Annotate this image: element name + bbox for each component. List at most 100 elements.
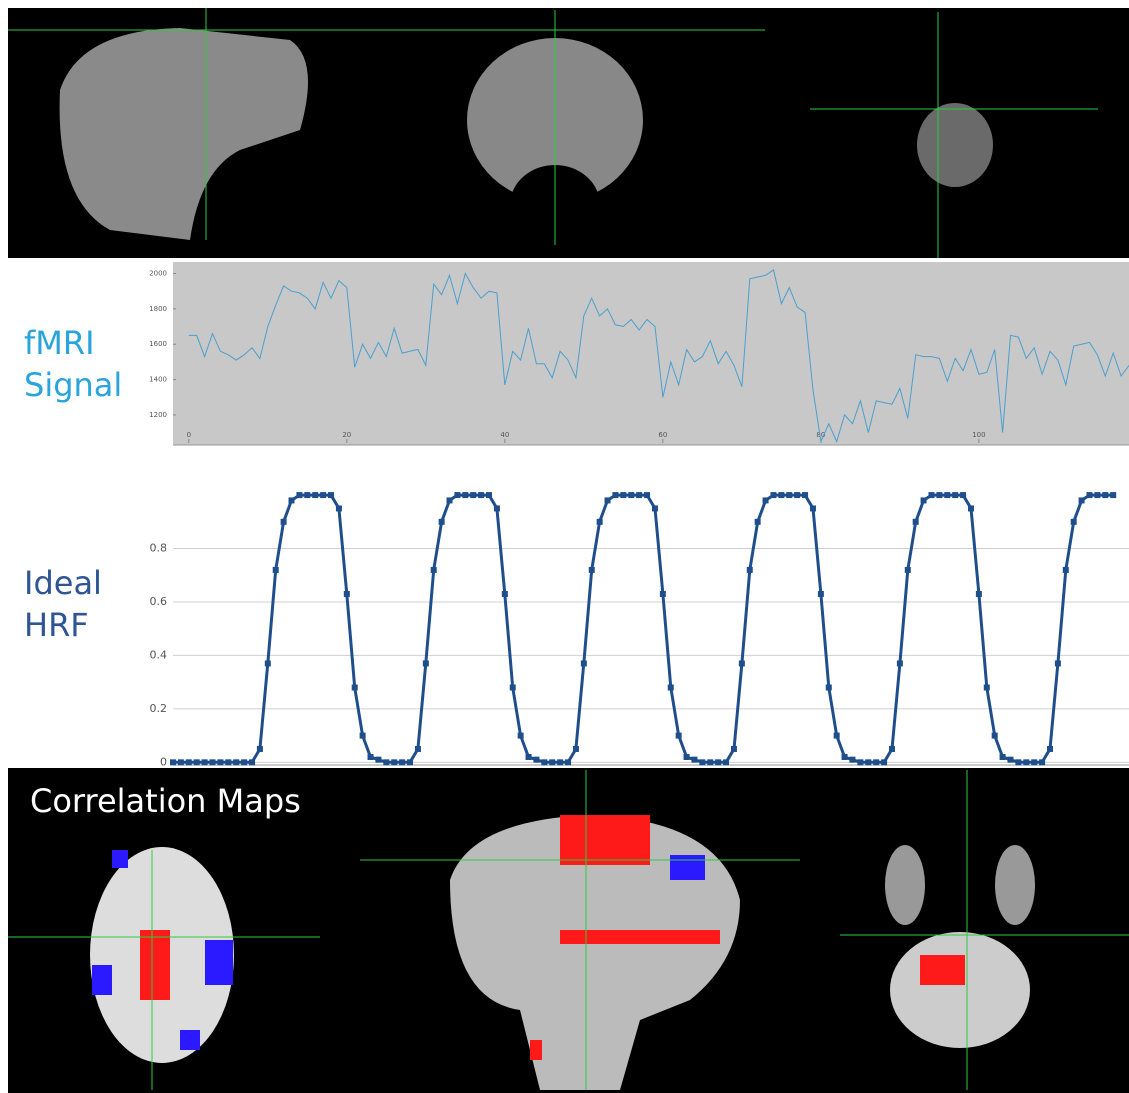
y-tick-label: 1400 — [149, 376, 167, 384]
data-point — [170, 759, 176, 765]
data-point — [1031, 759, 1037, 765]
data-point — [794, 492, 800, 498]
data-point — [905, 567, 911, 573]
data-point — [1071, 519, 1077, 525]
data-point — [518, 733, 524, 739]
data-point — [265, 660, 271, 666]
data-point — [1047, 746, 1053, 752]
data-point — [984, 685, 990, 691]
data-point — [992, 733, 998, 739]
data-point — [225, 759, 231, 765]
data-point — [676, 733, 682, 739]
data-point — [612, 492, 618, 498]
data-point — [375, 757, 381, 763]
data-point — [589, 567, 595, 573]
data-point — [857, 759, 863, 765]
data-point — [936, 492, 942, 498]
data-point — [786, 492, 792, 498]
data-point — [565, 759, 571, 765]
data-point — [644, 492, 650, 498]
data-point — [928, 492, 934, 498]
data-point — [770, 492, 776, 498]
data-point — [921, 497, 927, 503]
data-point — [439, 519, 445, 525]
data-point — [360, 733, 366, 739]
y-tick-label: 1800 — [149, 305, 167, 313]
data-point — [1079, 497, 1085, 503]
data-point — [668, 685, 674, 691]
data-point — [502, 591, 508, 597]
data-point — [881, 759, 887, 765]
data-point — [431, 567, 437, 573]
chart-title: Ideal HRF — [24, 562, 144, 646]
data-point — [281, 519, 287, 525]
data-point — [944, 492, 950, 498]
data-point — [328, 492, 334, 498]
data-point — [257, 746, 263, 752]
data-point — [249, 759, 255, 765]
caption: Correlation Maps — [30, 782, 301, 820]
data-point — [968, 505, 974, 511]
data-point — [241, 759, 247, 765]
data-point — [312, 492, 318, 498]
data-point — [178, 759, 184, 765]
data-point — [723, 759, 729, 765]
data-point — [186, 759, 192, 765]
chart-title: fMRI Signal — [24, 322, 144, 406]
data-point — [952, 492, 958, 498]
data-point — [1110, 492, 1116, 498]
data-point — [1039, 759, 1045, 765]
data-point — [1086, 492, 1092, 498]
x-tick-label: 20 — [342, 431, 351, 439]
data-point — [486, 492, 492, 498]
data-point — [684, 754, 690, 760]
data-point — [763, 497, 769, 503]
data-point — [454, 492, 460, 498]
y-tick-label: 0.8 — [150, 542, 168, 555]
data-point — [913, 519, 919, 525]
data-point — [320, 492, 326, 498]
data-point — [1023, 759, 1029, 765]
data-point — [296, 492, 302, 498]
x-tick-label: 0 — [187, 431, 191, 439]
canvas: 1200140016001800200002040608010000.20.40… — [0, 0, 1129, 1093]
data-point — [731, 746, 737, 752]
data-point — [557, 759, 563, 765]
data-point — [470, 492, 476, 498]
data-point — [1000, 754, 1006, 760]
data-point — [383, 759, 389, 765]
y-tick-label: 1200 — [149, 411, 167, 419]
data-point — [462, 492, 468, 498]
data-point — [778, 492, 784, 498]
y-tick-label: 0.6 — [150, 595, 168, 608]
data-point — [581, 660, 587, 666]
y-tick-label: 2000 — [149, 269, 167, 277]
data-point — [573, 746, 579, 752]
data-point — [368, 754, 374, 760]
data-point — [423, 660, 429, 666]
data-point — [620, 492, 626, 498]
plot-area — [173, 262, 1129, 445]
data-point — [849, 757, 855, 763]
data-point — [336, 505, 342, 511]
data-point — [1102, 492, 1108, 498]
data-point — [399, 759, 405, 765]
data-point — [407, 759, 413, 765]
data-point — [1015, 759, 1021, 765]
data-point — [755, 519, 761, 525]
data-point — [352, 685, 358, 691]
data-point — [1063, 567, 1069, 573]
data-point — [715, 759, 721, 765]
data-point — [494, 505, 500, 511]
data-point — [478, 492, 484, 498]
data-point — [873, 759, 879, 765]
y-tick-label: 0.2 — [150, 702, 168, 715]
data-point — [802, 492, 808, 498]
data-point — [897, 660, 903, 666]
anatomy-slices — [8, 8, 1129, 258]
data-point — [834, 733, 840, 739]
data-point — [549, 759, 555, 765]
data-point — [660, 591, 666, 597]
data-point — [976, 591, 982, 597]
data-point — [810, 505, 816, 511]
